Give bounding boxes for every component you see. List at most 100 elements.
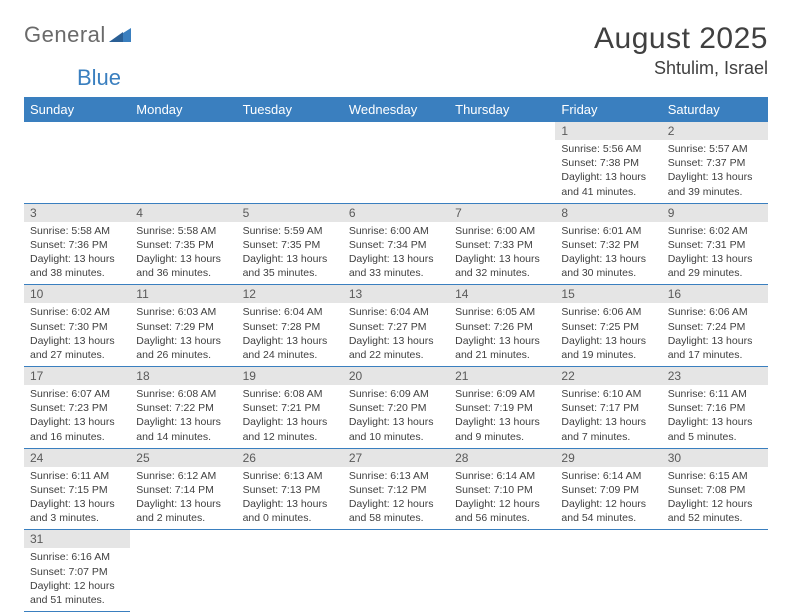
day-info: Sunrise: 6:13 AMSunset: 7:13 PMDaylight:… xyxy=(237,467,343,530)
day-info: Sunrise: 6:01 AMSunset: 7:32 PMDaylight:… xyxy=(555,222,661,285)
day-info: Sunrise: 5:58 AMSunset: 7:36 PMDaylight:… xyxy=(24,222,130,285)
day-number: 25 xyxy=(130,449,236,467)
day-number: 19 xyxy=(237,367,343,385)
calendar-cell: 5Sunrise: 5:59 AMSunset: 7:35 PMDaylight… xyxy=(237,203,343,285)
day-number: 4 xyxy=(130,204,236,222)
day-number: 2 xyxy=(662,122,768,140)
day-info: Sunrise: 6:10 AMSunset: 7:17 PMDaylight:… xyxy=(555,385,661,448)
day-info: Sunrise: 6:00 AMSunset: 7:34 PMDaylight:… xyxy=(343,222,449,285)
calendar-cell: 27Sunrise: 6:13 AMSunset: 7:12 PMDayligh… xyxy=(343,448,449,530)
day-number: 9 xyxy=(662,204,768,222)
day-number: 23 xyxy=(662,367,768,385)
day-info: Sunrise: 5:59 AMSunset: 7:35 PMDaylight:… xyxy=(237,222,343,285)
calendar-cell: 29Sunrise: 6:14 AMSunset: 7:09 PMDayligh… xyxy=(555,448,661,530)
logo-triangle-icon xyxy=(109,22,131,48)
calendar-cell: 19Sunrise: 6:08 AMSunset: 7:21 PMDayligh… xyxy=(237,367,343,449)
calendar-cell: 13Sunrise: 6:04 AMSunset: 7:27 PMDayligh… xyxy=(343,285,449,367)
calendar-cell: 22Sunrise: 6:10 AMSunset: 7:17 PMDayligh… xyxy=(555,367,661,449)
calendar-row: 3Sunrise: 5:58 AMSunset: 7:36 PMDaylight… xyxy=(24,203,768,285)
calendar-cell xyxy=(237,122,343,203)
calendar-cell: 6Sunrise: 6:00 AMSunset: 7:34 PMDaylight… xyxy=(343,203,449,285)
weekday-header: Monday xyxy=(130,97,236,122)
day-number: 21 xyxy=(449,367,555,385)
day-number: 30 xyxy=(662,449,768,467)
day-info: Sunrise: 6:11 AMSunset: 7:15 PMDaylight:… xyxy=(24,467,130,530)
logo-text-2: Blue xyxy=(77,65,121,90)
day-number: 15 xyxy=(555,285,661,303)
day-info: Sunrise: 6:00 AMSunset: 7:33 PMDaylight:… xyxy=(449,222,555,285)
day-number: 18 xyxy=(130,367,236,385)
calendar-cell xyxy=(24,122,130,203)
calendar-body: 1Sunrise: 5:56 AMSunset: 7:38 PMDaylight… xyxy=(24,122,768,612)
day-number: 8 xyxy=(555,204,661,222)
calendar-cell: 1Sunrise: 5:56 AMSunset: 7:38 PMDaylight… xyxy=(555,122,661,203)
day-info: Sunrise: 6:12 AMSunset: 7:14 PMDaylight:… xyxy=(130,467,236,530)
day-number: 17 xyxy=(24,367,130,385)
month-title: August 2025 xyxy=(594,22,768,56)
day-number: 3 xyxy=(24,204,130,222)
calendar-cell: 4Sunrise: 5:58 AMSunset: 7:35 PMDaylight… xyxy=(130,203,236,285)
calendar-cell: 17Sunrise: 6:07 AMSunset: 7:23 PMDayligh… xyxy=(24,367,130,449)
day-info: Sunrise: 6:06 AMSunset: 7:24 PMDaylight:… xyxy=(662,303,768,366)
calendar-row: 31Sunrise: 6:16 AMSunset: 7:07 PMDayligh… xyxy=(24,530,768,612)
calendar-cell: 20Sunrise: 6:09 AMSunset: 7:20 PMDayligh… xyxy=(343,367,449,449)
calendar-cell: 15Sunrise: 6:06 AMSunset: 7:25 PMDayligh… xyxy=(555,285,661,367)
weekday-header: Wednesday xyxy=(343,97,449,122)
weekday-header: Sunday xyxy=(24,97,130,122)
calendar-cell: 10Sunrise: 6:02 AMSunset: 7:30 PMDayligh… xyxy=(24,285,130,367)
calendar-cell: 31Sunrise: 6:16 AMSunset: 7:07 PMDayligh… xyxy=(24,530,130,612)
calendar-table: SundayMondayTuesdayWednesdayThursdayFrid… xyxy=(24,97,768,612)
day-number: 29 xyxy=(555,449,661,467)
day-number: 28 xyxy=(449,449,555,467)
calendar-cell xyxy=(555,530,661,612)
day-info: Sunrise: 6:14 AMSunset: 7:10 PMDaylight:… xyxy=(449,467,555,530)
day-number: 12 xyxy=(237,285,343,303)
day-number: 6 xyxy=(343,204,449,222)
day-number: 20 xyxy=(343,367,449,385)
day-number: 1 xyxy=(555,122,661,140)
calendar-cell: 9Sunrise: 6:02 AMSunset: 7:31 PMDaylight… xyxy=(662,203,768,285)
day-number: 14 xyxy=(449,285,555,303)
calendar-cell xyxy=(343,530,449,612)
day-info: Sunrise: 6:04 AMSunset: 7:27 PMDaylight:… xyxy=(343,303,449,366)
calendar-row: 24Sunrise: 6:11 AMSunset: 7:15 PMDayligh… xyxy=(24,448,768,530)
calendar-row: 17Sunrise: 6:07 AMSunset: 7:23 PMDayligh… xyxy=(24,367,768,449)
day-number: 11 xyxy=(130,285,236,303)
day-info: Sunrise: 6:08 AMSunset: 7:21 PMDaylight:… xyxy=(237,385,343,448)
logo-text-1: General xyxy=(24,22,106,48)
calendar-row: 1Sunrise: 5:56 AMSunset: 7:38 PMDaylight… xyxy=(24,122,768,203)
day-info: Sunrise: 6:07 AMSunset: 7:23 PMDaylight:… xyxy=(24,385,130,448)
calendar-cell: 7Sunrise: 6:00 AMSunset: 7:33 PMDaylight… xyxy=(449,203,555,285)
day-number: 5 xyxy=(237,204,343,222)
day-number: 27 xyxy=(343,449,449,467)
calendar-cell: 23Sunrise: 6:11 AMSunset: 7:16 PMDayligh… xyxy=(662,367,768,449)
calendar-cell xyxy=(449,122,555,203)
weekday-header: Tuesday xyxy=(237,97,343,122)
day-info: Sunrise: 5:56 AMSunset: 7:38 PMDaylight:… xyxy=(555,140,661,203)
calendar-cell xyxy=(662,530,768,612)
day-info: Sunrise: 6:09 AMSunset: 7:20 PMDaylight:… xyxy=(343,385,449,448)
calendar-cell: 12Sunrise: 6:04 AMSunset: 7:28 PMDayligh… xyxy=(237,285,343,367)
day-info: Sunrise: 6:03 AMSunset: 7:29 PMDaylight:… xyxy=(130,303,236,366)
calendar-cell: 30Sunrise: 6:15 AMSunset: 7:08 PMDayligh… xyxy=(662,448,768,530)
calendar-cell xyxy=(130,122,236,203)
calendar-cell: 24Sunrise: 6:11 AMSunset: 7:15 PMDayligh… xyxy=(24,448,130,530)
day-info: Sunrise: 6:08 AMSunset: 7:22 PMDaylight:… xyxy=(130,385,236,448)
day-number: 16 xyxy=(662,285,768,303)
calendar-cell xyxy=(130,530,236,612)
day-number: 24 xyxy=(24,449,130,467)
calendar-cell: 11Sunrise: 6:03 AMSunset: 7:29 PMDayligh… xyxy=(130,285,236,367)
day-info: Sunrise: 6:06 AMSunset: 7:25 PMDaylight:… xyxy=(555,303,661,366)
calendar-row: 10Sunrise: 6:02 AMSunset: 7:30 PMDayligh… xyxy=(24,285,768,367)
calendar-cell: 18Sunrise: 6:08 AMSunset: 7:22 PMDayligh… xyxy=(130,367,236,449)
calendar-cell: 16Sunrise: 6:06 AMSunset: 7:24 PMDayligh… xyxy=(662,285,768,367)
location: Shtulim, Israel xyxy=(594,58,768,79)
day-number: 31 xyxy=(24,530,130,548)
day-info: Sunrise: 6:11 AMSunset: 7:16 PMDaylight:… xyxy=(662,385,768,448)
day-number: 22 xyxy=(555,367,661,385)
day-info: Sunrise: 6:09 AMSunset: 7:19 PMDaylight:… xyxy=(449,385,555,448)
day-number: 13 xyxy=(343,285,449,303)
day-info: Sunrise: 5:58 AMSunset: 7:35 PMDaylight:… xyxy=(130,222,236,285)
calendar-cell xyxy=(237,530,343,612)
day-info: Sunrise: 6:14 AMSunset: 7:09 PMDaylight:… xyxy=(555,467,661,530)
